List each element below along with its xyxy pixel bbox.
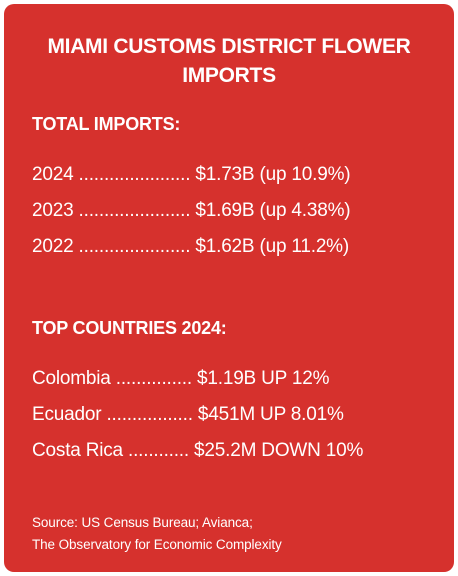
top-countries-heading: TOP COUNTRIES 2024: xyxy=(32,318,227,338)
total-imports-heading: TOTAL IMPORTS: xyxy=(32,114,181,134)
row-label: 2022 xyxy=(32,236,74,257)
total-imports-row-2022: 2022 ...................... $1.62B (up 1… xyxy=(32,236,349,258)
source-line-2: The Observatory for Economic Complexity xyxy=(32,537,282,552)
top-countries-row-colombia: Colombia ............... $1.19B UP 12% xyxy=(32,368,329,390)
total-imports-row-2023: 2023 ...................... $1.69B (up 4… xyxy=(32,200,351,222)
row-label: 2023 xyxy=(32,200,74,221)
leader-dots: ...................... xyxy=(73,236,196,257)
title-line-1: MIAMI CUSTOMS DISTRICT FLOWER xyxy=(47,35,411,58)
row-label: 2024 xyxy=(32,164,74,185)
leader-dots: ...................... xyxy=(73,200,196,221)
row-value: $1.73B (up 10.9%) xyxy=(195,164,351,185)
row-value: $1.62B (up 11.2%) xyxy=(195,236,350,257)
source-note: Source: US Census Bureau; Avianca; The O… xyxy=(32,512,282,556)
row-value: $451M UP 8.01% xyxy=(197,404,344,425)
title-line-2: IMPORTS xyxy=(182,64,276,87)
source-line-1: Source: US Census Bureau; Avianca; xyxy=(32,515,253,530)
row-label: Colombia xyxy=(32,368,111,389)
total-imports-row-2024: 2024 ...................... $1.73B (up 1… xyxy=(32,164,351,186)
leader-dots: ............... xyxy=(110,368,198,389)
leader-dots: ................. xyxy=(101,404,198,425)
leader-dots: ............ xyxy=(122,440,195,461)
top-countries-row-ecuador: Ecuador ................. $451M UP 8.01% xyxy=(32,404,344,426)
top-countries-row-costa-rica: Costa Rica ............ $25.2M DOWN 10% xyxy=(32,440,363,462)
row-value: $1.19B UP 12% xyxy=(197,368,330,389)
row-label: Ecuador xyxy=(32,404,102,425)
row-label: Costa Rica xyxy=(32,440,123,461)
leader-dots: ...................... xyxy=(73,164,196,185)
infographic-card: MIAMI CUSTOMS DISTRICT FLOWER IMPORTS TO… xyxy=(4,4,454,572)
row-value: $25.2M DOWN 10% xyxy=(194,440,364,461)
infographic-title: MIAMI CUSTOMS DISTRICT FLOWER IMPORTS xyxy=(4,32,454,90)
row-value: $1.69B (up 4.38%) xyxy=(195,200,351,221)
